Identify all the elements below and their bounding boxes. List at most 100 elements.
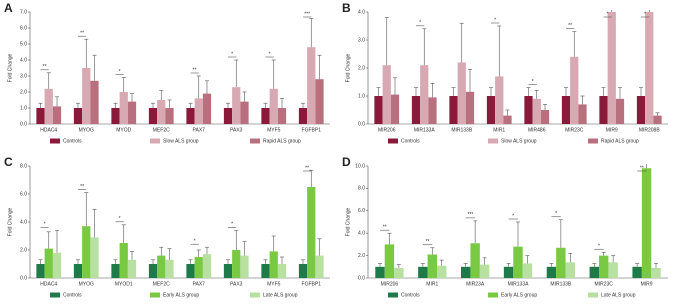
error-bar <box>196 75 201 99</box>
panel-label: A <box>4 1 13 15</box>
chart-panel: C Fold Change 0.0 2.0 4.0 6.0 8.0 HDAC4 MYOG MYOD… <box>4 155 330 298</box>
error-bar <box>271 235 276 252</box>
error-bar <box>84 192 89 227</box>
y-tick-label: 2.0 <box>358 65 365 71</box>
error-bar <box>497 25 502 77</box>
bar <box>651 267 661 278</box>
bar <box>546 266 557 278</box>
significance-label: * <box>532 79 534 85</box>
x-tick-label: MEF2C <box>153 281 170 287</box>
error-bar <box>543 104 547 110</box>
x-tick-label: MIR208B <box>639 127 661 133</box>
bar <box>127 101 137 124</box>
bar <box>194 98 203 124</box>
bar <box>307 187 316 278</box>
significance-label: * <box>598 244 600 250</box>
bar <box>561 96 571 124</box>
error-bar <box>76 102 80 108</box>
error-bar <box>151 102 155 108</box>
bar <box>240 101 249 124</box>
error-bar <box>121 224 126 243</box>
bar <box>157 255 166 278</box>
error-bar <box>568 253 573 263</box>
significance-label: * <box>119 69 121 75</box>
bar <box>599 255 609 278</box>
legend-label: Late ALS group <box>263 292 298 298</box>
legend-label: Early ALS group <box>501 292 537 298</box>
bar <box>269 88 278 124</box>
error-bar <box>378 263 382 267</box>
bar <box>589 266 599 278</box>
error-bar <box>301 102 305 108</box>
error-bar <box>84 38 89 68</box>
y-tick-label: 6.0 <box>358 208 365 214</box>
x-tick-label: MIR206 <box>381 281 399 287</box>
legend-swatch <box>388 292 398 298</box>
x-tick-label: MIR23A <box>466 281 485 287</box>
significance-label: * <box>44 222 46 228</box>
bar <box>261 264 270 278</box>
y-axis-label: Fold Change <box>345 53 351 82</box>
y-tick-label: 3.0 <box>358 37 365 43</box>
error-bar <box>130 251 134 260</box>
error-bar <box>611 10 613 12</box>
error-bar <box>654 263 658 268</box>
error-bar <box>635 263 640 267</box>
bar <box>90 80 99 124</box>
error-bar <box>489 87 493 96</box>
error-bar <box>167 248 172 260</box>
chart-panel: D Fold Change 0.0 2.0 4.0 6.0 8.0 10.0 MIR206 MIR… <box>342 155 668 298</box>
x-tick-label: MIR1 <box>493 127 505 133</box>
error-bar <box>46 72 51 89</box>
bar <box>556 247 566 278</box>
error-bar <box>655 112 660 116</box>
bar <box>165 259 174 278</box>
bar <box>90 237 99 278</box>
chart-panel: B Fold Change 0.0 1.0 2.0 3.0 4.0 MIR206 MIR133A… <box>342 1 668 144</box>
error-bar <box>422 28 427 66</box>
significance-label: ** <box>80 184 84 190</box>
error-bar <box>92 209 97 238</box>
y-tick-label: 6.0 <box>20 25 27 31</box>
bar <box>428 97 437 124</box>
bar <box>315 255 324 278</box>
error-bar <box>430 247 435 255</box>
error-bar <box>459 22 464 63</box>
bar <box>307 47 316 124</box>
error-bar <box>234 230 239 250</box>
significance-label: ** <box>426 239 430 245</box>
bar <box>394 267 404 278</box>
x-tick-label: MYOG <box>79 127 94 133</box>
bar <box>261 108 270 124</box>
error-bar <box>167 99 172 108</box>
bar <box>503 266 514 278</box>
error-bar <box>376 87 381 96</box>
bar <box>111 108 120 124</box>
x-tick-label: MIR486 <box>528 127 546 133</box>
bar <box>223 264 233 278</box>
legend-label: Controls <box>63 138 82 144</box>
panel-label: D <box>342 155 351 169</box>
error-bar <box>317 54 322 80</box>
bar <box>186 264 195 278</box>
error-bar <box>549 263 554 267</box>
legend-swatch <box>250 138 260 144</box>
y-tick-label: 8.0 <box>358 186 365 192</box>
bar <box>427 254 437 278</box>
bar <box>470 243 480 278</box>
error-bar <box>55 96 59 107</box>
x-tick-label: PAX3 <box>230 127 243 133</box>
legend-label: Controls <box>63 292 82 298</box>
bar <box>636 96 646 124</box>
bar <box>127 259 137 278</box>
legend-swatch <box>588 292 598 298</box>
y-tick-label: 4.0 <box>358 9 365 15</box>
bar <box>148 108 158 124</box>
bar <box>202 93 212 124</box>
bar <box>522 263 533 278</box>
error-bar <box>463 263 468 267</box>
bar <box>202 254 212 278</box>
error-bar <box>196 249 201 257</box>
error-bar <box>451 87 456 96</box>
